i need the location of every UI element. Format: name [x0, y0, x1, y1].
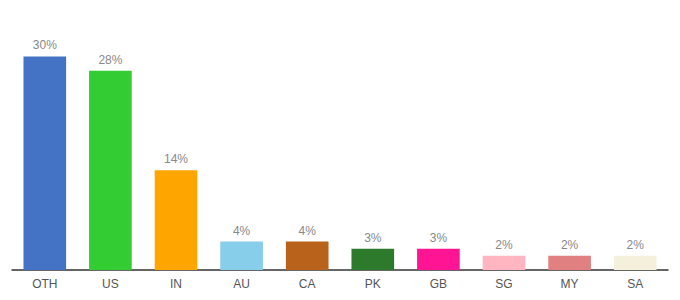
svg-text:4%: 4%: [233, 224, 251, 238]
svg-text:SA: SA: [627, 277, 643, 291]
svg-text:28%: 28%: [98, 53, 122, 67]
svg-text:PK: PK: [365, 277, 381, 291]
svg-text:CA: CA: [299, 277, 316, 291]
svg-text:14%: 14%: [164, 152, 188, 166]
svg-text:2%: 2%: [561, 238, 579, 252]
svg-text:GB: GB: [430, 277, 447, 291]
svg-text:IN: IN: [170, 277, 182, 291]
svg-text:AU: AU: [233, 277, 250, 291]
svg-text:2%: 2%: [627, 238, 645, 252]
svg-text:30%: 30%: [33, 38, 57, 52]
svg-text:MY: MY: [561, 277, 579, 291]
svg-text:2%: 2%: [495, 238, 513, 252]
svg-text:US: US: [102, 277, 119, 291]
svg-text:3%: 3%: [430, 231, 448, 245]
svg-text:OTH: OTH: [32, 277, 57, 291]
svg-text:4%: 4%: [299, 224, 317, 238]
svg-text:SG: SG: [495, 277, 512, 291]
svg-text:3%: 3%: [364, 231, 382, 245]
